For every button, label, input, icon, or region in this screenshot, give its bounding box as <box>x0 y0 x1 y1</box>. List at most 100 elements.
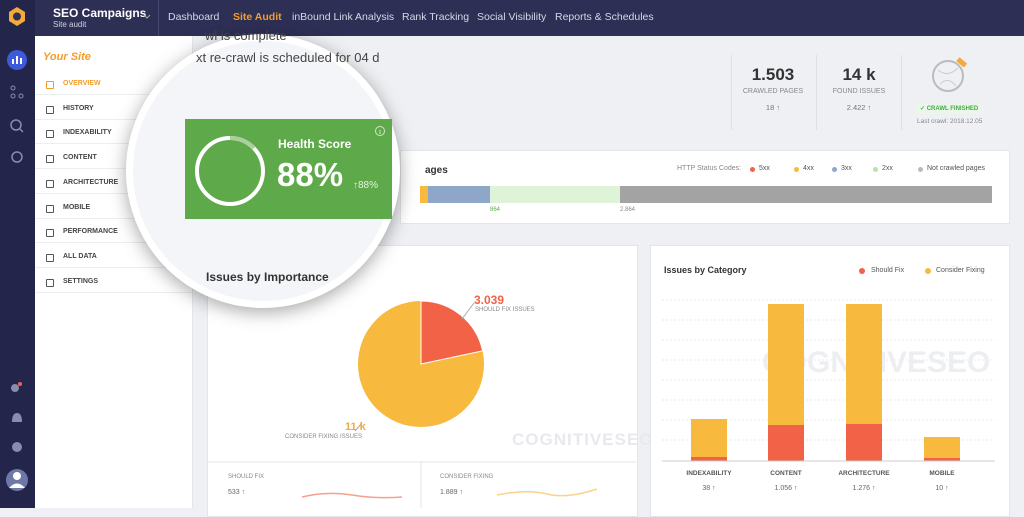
menu-item[interactable]: INDEXABILITY <box>63 129 112 137</box>
menu-item[interactable]: OVERVIEW <box>63 80 101 87</box>
pages-bar <box>420 186 992 203</box>
campaign-subtitle: Site audit <box>53 20 87 29</box>
category-card <box>650 245 1010 517</box>
divider <box>816 55 817 130</box>
chevron[interactable] <box>142 13 152 21</box>
nav-item[interactable]: Site Audit <box>233 11 282 23</box>
menu-divider <box>35 266 192 268</box>
last-crawl: Last crawl: 2018.12.05 <box>917 118 983 125</box>
rail-icons <box>6 7 28 491</box>
health-change: ↑88% <box>353 180 379 191</box>
legend-item[interactable]: 5xx <box>759 165 770 172</box>
nav-item[interactable]: Dashboard <box>168 11 220 23</box>
category-label: INDEXABILITY <box>686 470 732 477</box>
campaign-title[interactable]: SEO Campaigns <box>53 6 147 20</box>
stat-value: 1.503 <box>751 65 795 84</box>
info-icon[interactable] <box>374 125 386 137</box>
category-value: 1.276 ↑ <box>852 485 876 492</box>
divider <box>731 55 732 130</box>
legend-item[interactable]: 4xx <box>803 165 814 172</box>
bar-label: 864 <box>490 207 501 213</box>
icon-rail <box>0 0 35 508</box>
category-value: 38 ↑ <box>702 485 716 492</box>
nav-item[interactable]: Reports & Schedules <box>555 11 654 23</box>
should-fix-label: SHOULD FIX ISSUES <box>475 307 535 313</box>
stat-change: 18 ↑ <box>765 103 781 112</box>
consider-label: CONSIDER FIXING ISSUES <box>285 434 363 440</box>
menu-item[interactable]: SETTINGS <box>63 277 99 285</box>
should-fix-value: 3.039 <box>474 293 505 307</box>
menu-item[interactable]: ALL DATA <box>63 252 97 260</box>
consider-value: 11 k <box>345 421 366 433</box>
legend-item[interactable]: Should Fix <box>871 267 905 274</box>
legend-dot <box>794 167 799 172</box>
legend-dot <box>873 167 878 172</box>
category-label: ARCHITECTURE <box>838 470 890 477</box>
stat-label: FOUND ISSUES <box>832 88 886 95</box>
stat-value: 14 k <box>842 65 876 84</box>
menu-item[interactable]: ARCHITECTURE <box>63 178 119 186</box>
nav-item[interactable]: inBound Link Analysis <box>292 11 395 23</box>
watermark: COGNITIVESEO <box>512 430 654 449</box>
legend-dot <box>832 167 837 172</box>
legend-title: HTTP Status Codes: <box>677 165 742 172</box>
menu-icon <box>46 81 54 89</box>
legend-dot <box>750 167 755 172</box>
menu-icon <box>46 130 54 139</box>
importance-title: Issues by Importance <box>206 270 329 284</box>
legend-item[interactable]: 3xx <box>841 165 852 172</box>
bar-label: 2.864 <box>620 207 636 213</box>
pages-title: ages <box>425 165 448 176</box>
menu-item[interactable]: CONTENT <box>63 154 97 162</box>
bottom-label: CONSIDER FIXING <box>440 474 494 480</box>
category-chart: COGNITIVESEO <box>662 268 995 462</box>
globe-icon <box>932 57 968 92</box>
legend-item[interactable]: Consider Fixing <box>936 267 985 274</box>
menu-item[interactable]: PERFORMANCE <box>63 228 118 236</box>
menu-icon <box>46 105 54 114</box>
divider <box>901 55 902 130</box>
menu-icon <box>46 278 54 287</box>
menu-icon <box>46 204 54 213</box>
menu-divider <box>35 168 192 170</box>
menu-divider <box>35 143 192 145</box>
menu-icon <box>46 179 54 188</box>
stat-change: 2.422 ↑ <box>846 103 872 112</box>
menu-divider <box>35 94 192 95</box>
category-value: 10 ↑ <box>935 485 949 492</box>
separator <box>158 0 159 36</box>
stat-label: CRAWLED PAGES <box>742 88 804 95</box>
bottom-value: 1.889 ↑ <box>440 489 463 496</box>
legend-item[interactable]: 2xx <box>882 165 893 172</box>
menu-divider <box>35 291 192 293</box>
legend-item[interactable]: Not crawled pages <box>927 165 985 172</box>
health-ring <box>195 135 265 206</box>
menu-divider <box>35 242 192 244</box>
category-label: CONTENT <box>770 470 802 477</box>
health-title: Health Score <box>278 137 352 151</box>
category-label: MOBILE <box>929 470 955 477</box>
crawl-badge: ✓ CRAWL FINISHED <box>916 103 983 114</box>
menu-divider <box>35 192 192 194</box>
category-title: Issues by Category <box>664 265 747 275</box>
status-line: xt re-crawl is scheduled for 04 d <box>196 50 380 65</box>
menu-icon <box>46 155 54 164</box>
nav-item[interactable]: Rank Tracking <box>402 11 470 23</box>
menu-divider <box>35 217 192 219</box>
sidebar-title: Your Site <box>43 51 91 63</box>
nav-item[interactable]: Social Visibility <box>477 11 547 23</box>
health-value: 88% <box>277 156 344 193</box>
menu-icon <box>46 253 54 262</box>
pie-chart <box>207 300 636 508</box>
menu-item[interactable]: HISTORY <box>63 104 94 112</box>
category-value: 1.056 ↑ <box>774 485 798 492</box>
top-bar <box>0 0 1024 36</box>
status-line: wl is complete <box>205 28 287 43</box>
legend-dot <box>918 167 923 172</box>
menu-item[interactable]: MOBILE <box>63 203 91 211</box>
menu-divider <box>35 118 192 120</box>
menu-icon <box>46 229 54 238</box>
bottom-label: SHOULD FIX <box>228 474 265 480</box>
bottom-value: 533 ↑ <box>228 489 246 496</box>
